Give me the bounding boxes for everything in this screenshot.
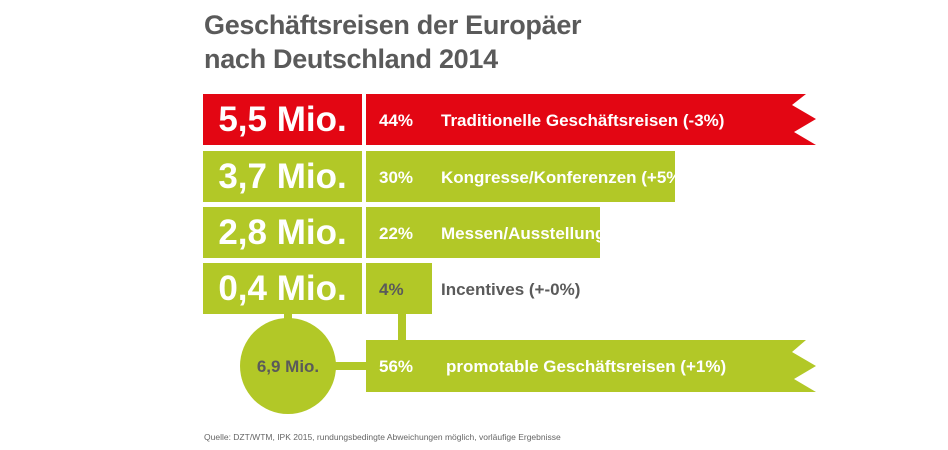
connector-horizontal [332, 362, 370, 370]
summary-circle [240, 318, 336, 414]
value-box [203, 151, 362, 202]
share-label: 4% [379, 280, 404, 299]
chart-title-line-2: nach Deutschland 2014 [204, 44, 498, 74]
share-label: 44% [379, 111, 413, 130]
value-label: 2,8 Mio. [218, 213, 346, 252]
category-label: Incentives (+-0%) [441, 280, 580, 299]
category-label: Kongresse/Konferenzen (+5%) [441, 168, 687, 187]
summary-share-label: 56% [379, 357, 413, 376]
summary-bar-flag [366, 340, 816, 392]
bar [366, 207, 600, 258]
summary-value-label: 6,9 Mio. [257, 357, 319, 376]
chart-title-line-1: Geschäftsreisen der Europäer [204, 10, 582, 40]
bar-highlight-flag [366, 94, 816, 145]
value-label: 0,4 Mio. [218, 269, 346, 308]
connector-vertical-left [284, 312, 292, 322]
value-box [203, 263, 362, 314]
bar [366, 151, 675, 202]
value-label: 3,7 Mio. [218, 157, 346, 196]
bar [366, 263, 432, 314]
value-box [203, 94, 362, 145]
category-label: Traditionelle Geschäftsreisen (-3%) [441, 111, 724, 130]
source-note: Quelle: DZT/WTM, IPK 2015, rundungsbedin… [204, 432, 561, 442]
share-label: 30% [379, 168, 413, 187]
value-box [203, 207, 362, 258]
value-label: 5,5 Mio. [218, 100, 346, 139]
chart-title: Geschäftsreisen der Europäer nach Deutsc… [204, 8, 582, 76]
category-label: Messen/Ausstellungen (-3%) [441, 224, 672, 243]
share-label: 22% [379, 224, 413, 243]
summary-category-label: promotable Geschäftsreisen (+1%) [446, 357, 726, 376]
connector-vertical-right [398, 312, 406, 342]
